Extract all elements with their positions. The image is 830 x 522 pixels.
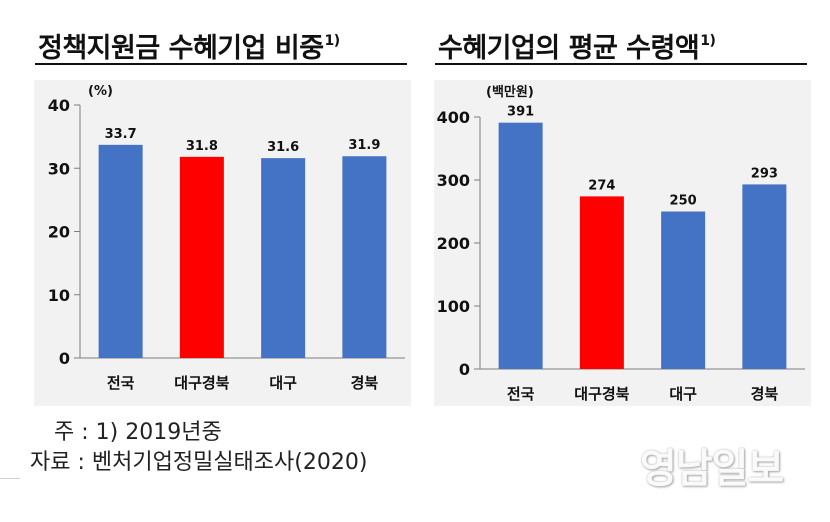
left-unit-label: (%) [88, 84, 113, 99]
right-category-label: 대구경북 [574, 385, 629, 403]
right-category-label: 대구 [669, 385, 697, 403]
right-y-tick-label: 100 [437, 297, 470, 316]
left-data-label: 31.8 [186, 139, 218, 154]
left-category-label: 전국 [107, 374, 135, 392]
right-data-label: 274 [588, 178, 615, 193]
newspaper-watermark: 영남일보 [640, 446, 784, 492]
left-bar-1 [98, 144, 143, 358]
left-category-label: 대구경북 [174, 374, 229, 392]
left-title-text: 정책지원금 수혜기업 비중 [38, 33, 324, 64]
left-bar-4 [342, 156, 387, 358]
right-title-rule [435, 63, 807, 65]
right-data-label: 293 [751, 166, 778, 181]
left-title-rule [35, 63, 407, 65]
left-chart-title: 정책지원금 수혜기업 비중1) [38, 26, 340, 65]
right-y-tick-label: 0 [459, 360, 470, 379]
left-bar-3 [261, 158, 306, 358]
footnote: 주 : 1) 2019년중 [54, 420, 222, 445]
left-chart-panel: (%) 0 10 20 30 40 33.7 전국 31.8 대구경북 31.6 대구 31.9 경북 [34, 80, 411, 406]
right-data-label: 250 [670, 194, 697, 209]
right-bar-3 [661, 211, 706, 369]
right-title-text: 수혜기업의 평균 수령액 [438, 33, 700, 64]
right-category-label: 전국 [507, 385, 535, 403]
corner-divider [0, 478, 20, 479]
right-chart: (백만원) 0 100 200 300 400 391 전국 274 대구경북 250 대구 293 경북 [437, 84, 805, 403]
right-category-label: 경북 [751, 385, 779, 403]
left-data-label: 33.7 [105, 127, 137, 142]
source-note: 자료 : 벤처기업정밀실태조사(2020) [30, 450, 368, 475]
right-chart-title: 수혜기업의 평균 수령액1) [438, 26, 716, 65]
left-y-tick-label: 10 [48, 286, 70, 305]
right-bar-1 [498, 122, 543, 369]
right-data-label: 391 [507, 105, 534, 120]
left-category-label: 경북 [351, 374, 379, 392]
left-y-tick-label: 20 [48, 223, 70, 242]
right-y-tick-label: 300 [437, 171, 470, 190]
right-y-tick-label: 400 [437, 108, 470, 127]
right-y-tick-label: 200 [437, 234, 470, 253]
right-chart-panel: (백만원) 0 100 200 300 400 391 전국 274 대구경북 250 대구 293 경북 [434, 80, 811, 406]
left-y-tick-label: 30 [48, 159, 70, 178]
right-unit-label: (백만원) [486, 84, 534, 100]
left-category-label: 대구 [269, 374, 297, 392]
left-y-tick-label: 40 [48, 96, 70, 115]
left-data-label: 31.6 [267, 140, 299, 155]
right-title-footnote: 1) [700, 33, 716, 49]
left-data-label: 31.9 [348, 138, 380, 153]
right-bar-4 [742, 184, 787, 369]
left-chart: (%) 0 10 20 30 40 33.7 전국 31.8 대구경북 31.6 대구 31.9 경북 [48, 84, 405, 392]
left-title-footnote: 1) [324, 33, 341, 49]
left-bar-2 [179, 156, 224, 358]
left-y-tick-label: 0 [59, 349, 70, 368]
right-bar-2 [579, 196, 624, 369]
